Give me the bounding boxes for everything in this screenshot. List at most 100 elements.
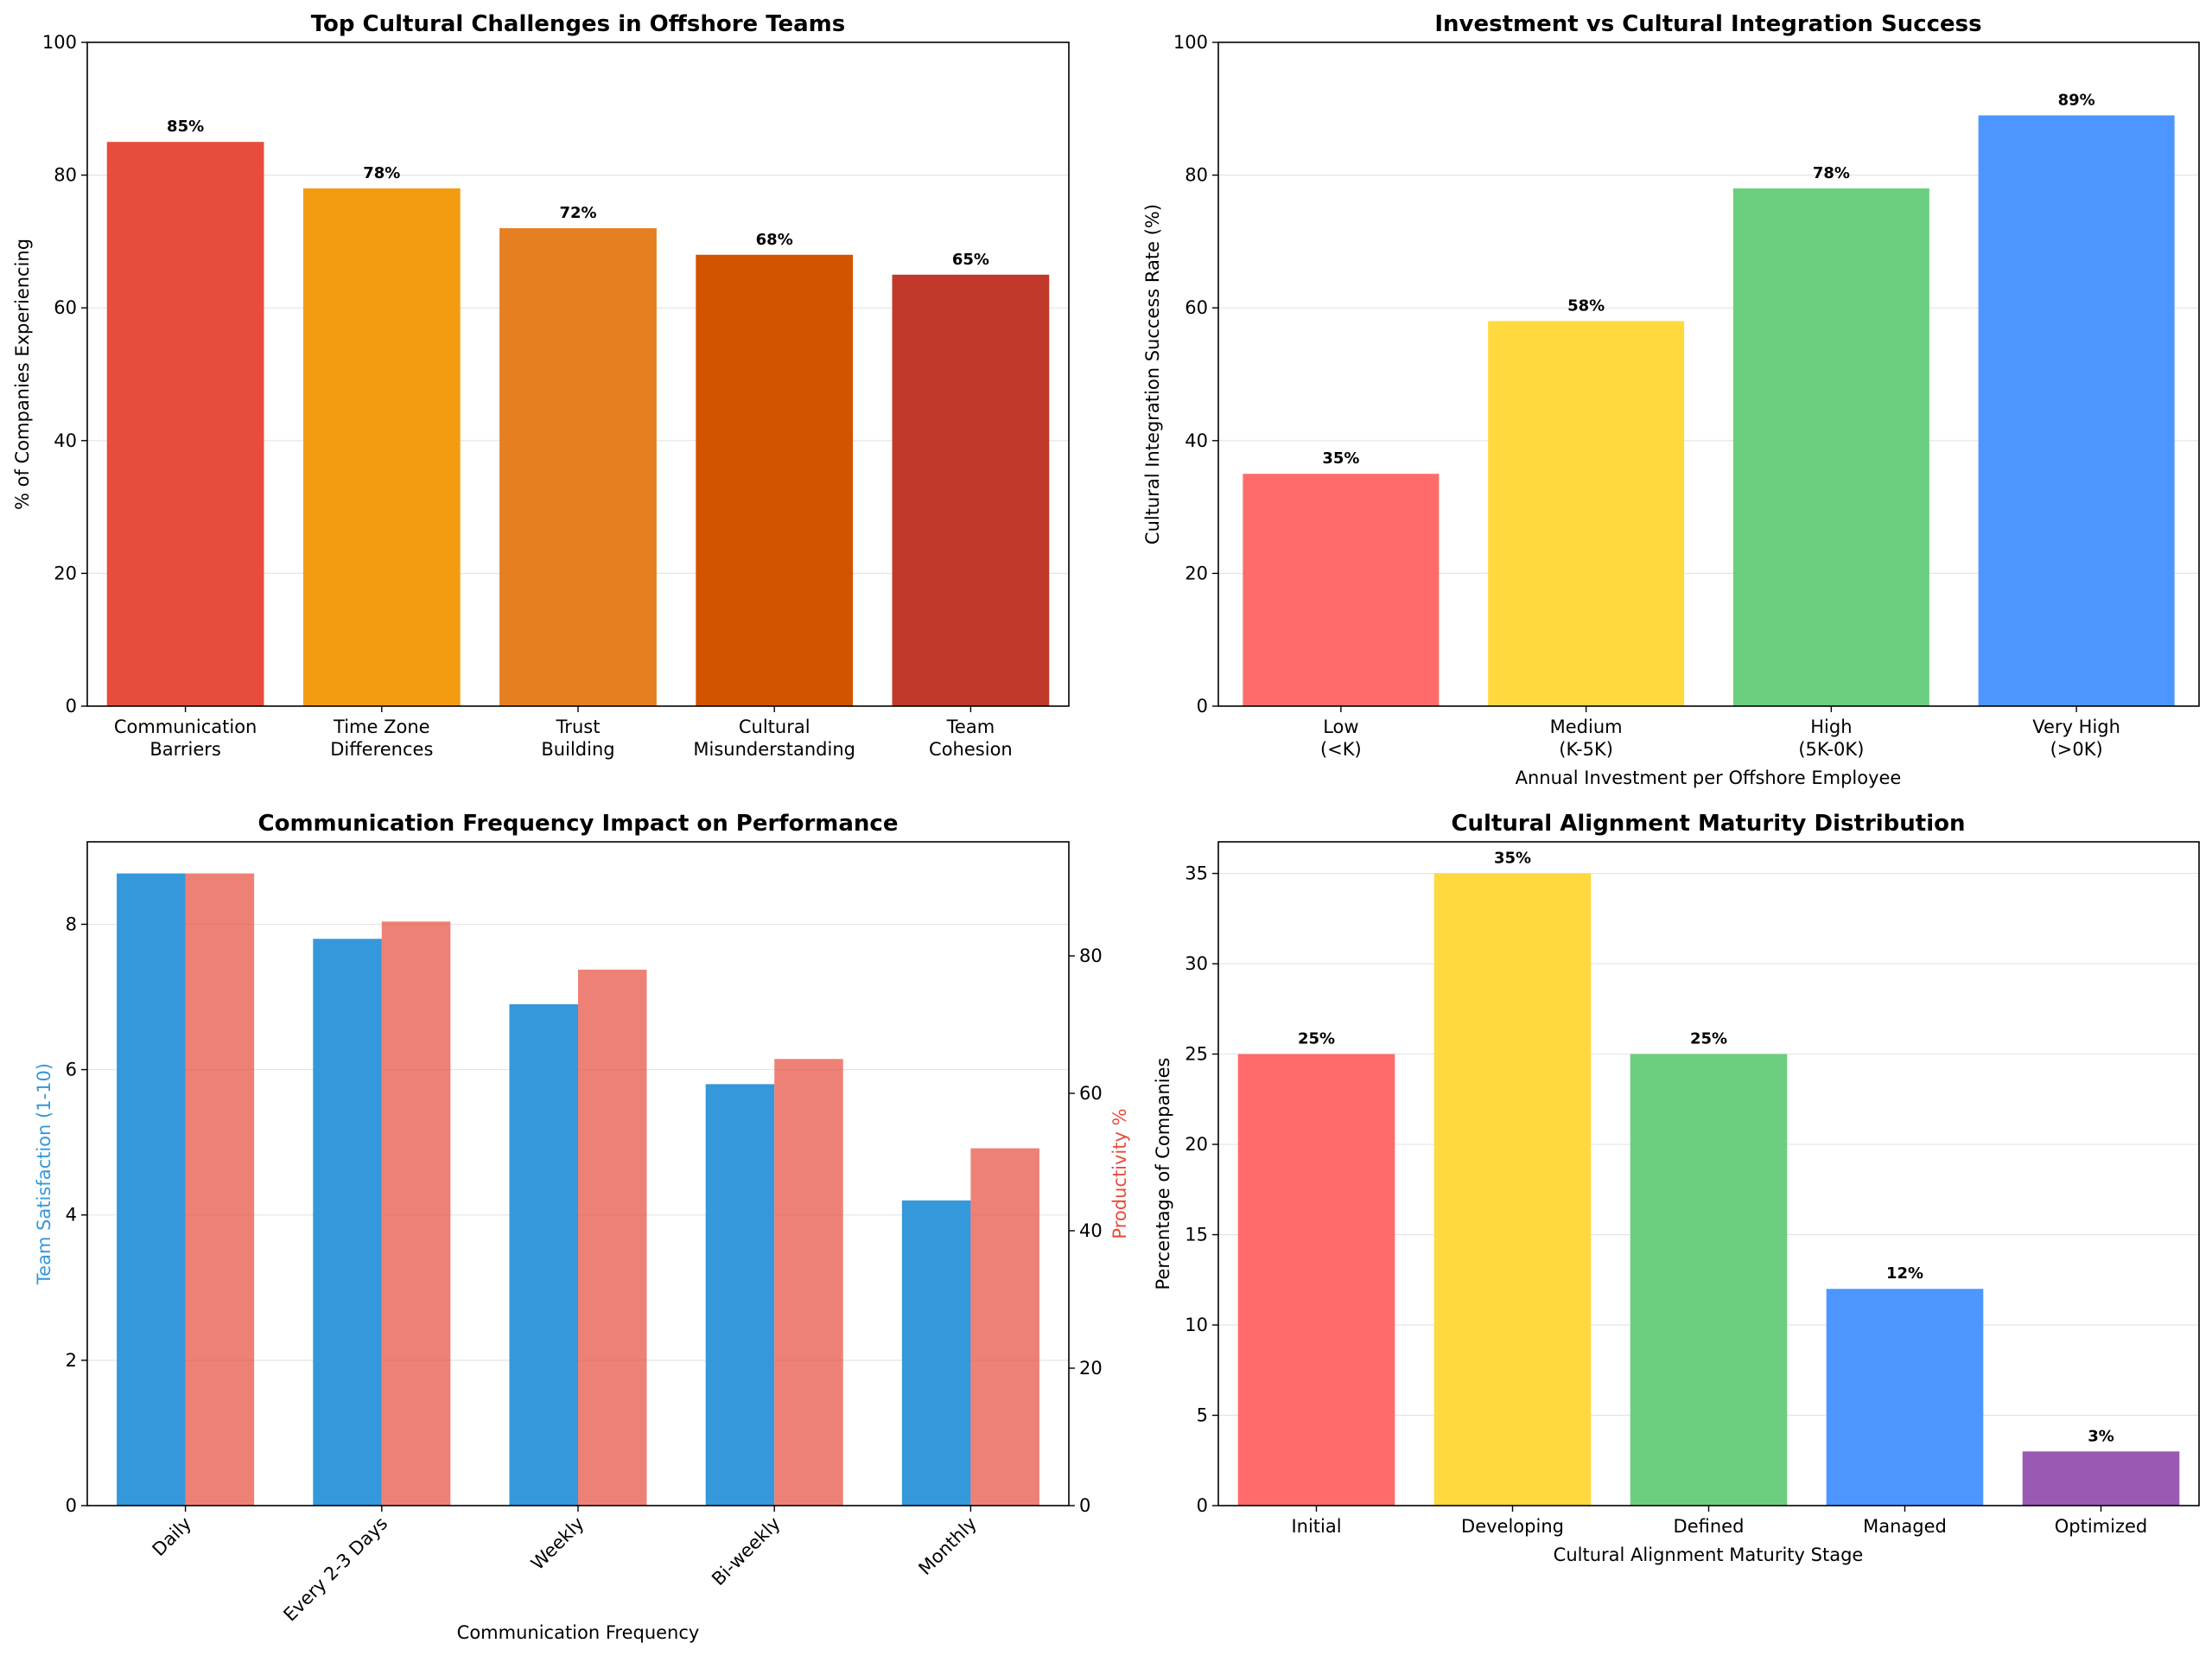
data-label: 35% bbox=[1494, 850, 1531, 868]
plot-frame bbox=[1217, 841, 2200, 1506]
satisfaction-bar bbox=[901, 1200, 971, 1506]
chart-maturity-distribution: Cultural Alignment Maturity Distribution… bbox=[1153, 811, 2200, 1565]
y-tick-label: 0 bbox=[1197, 696, 1208, 717]
bar bbox=[1978, 115, 2175, 707]
chart-title: Top Cultural Challenges in Offshore Team… bbox=[311, 11, 845, 37]
bar bbox=[499, 228, 657, 706]
y-tick-label: 10 bbox=[1185, 1315, 1208, 1335]
data-label: 12% bbox=[1886, 1264, 1923, 1283]
bar bbox=[302, 188, 461, 706]
x-tick-label: Optimized bbox=[2055, 1516, 2148, 1537]
x-tick-label: Very High (>0K) bbox=[2032, 717, 2120, 760]
x-tick-label: Communication Barriers bbox=[114, 717, 257, 760]
y-tick-label: 60 bbox=[54, 297, 77, 318]
bar bbox=[892, 274, 1050, 706]
chart-title: Investment vs Cultural Integration Succe… bbox=[1434, 11, 1981, 37]
y-tick-label: 0 bbox=[66, 696, 77, 717]
data-label: 3% bbox=[2088, 1427, 2114, 1445]
data-label: 65% bbox=[952, 251, 989, 269]
data-label: 89% bbox=[2058, 91, 2095, 109]
bar bbox=[1732, 188, 1929, 706]
x-tick-label: Managed bbox=[1863, 1516, 1947, 1537]
y-tick-label: 60 bbox=[1185, 297, 1208, 318]
y-right-tick-label: 20 bbox=[1079, 1358, 1103, 1379]
y-tick-label: 20 bbox=[1185, 563, 1208, 583]
y-tick-label: 35 bbox=[1185, 863, 1208, 884]
y-axis-label: Cultural Integration Success Rate (%) bbox=[1142, 204, 1163, 545]
y-tick-label: 80 bbox=[1185, 165, 1208, 186]
chart-investment-vs-success: Investment vs Cultural Integration Succe… bbox=[1142, 11, 2200, 788]
y-tick-label: 6 bbox=[66, 1060, 77, 1080]
y-tick-label: 40 bbox=[54, 430, 77, 451]
y-tick-label: 80 bbox=[54, 165, 77, 186]
data-label: 58% bbox=[1567, 297, 1605, 315]
y-tick-label: 0 bbox=[1197, 1495, 1208, 1516]
satisfaction-bar bbox=[705, 1084, 775, 1506]
y-right-tick-label: 60 bbox=[1079, 1083, 1103, 1104]
x-axis-label: Communication Frequency bbox=[457, 1622, 700, 1643]
y-tick-label: 15 bbox=[1185, 1225, 1208, 1245]
x-tick-label: Cultural Misunderstanding bbox=[693, 717, 855, 760]
y-tick-label: 2 bbox=[66, 1350, 77, 1371]
x-tick-label: High (5K-0K) bbox=[1798, 717, 1864, 760]
satisfaction-bar bbox=[313, 939, 382, 1506]
y-tick-label: 25 bbox=[1185, 1044, 1208, 1065]
y-tick-label: 100 bbox=[42, 32, 77, 53]
x-tick-label: Defined bbox=[1674, 1516, 1745, 1537]
left-y-axis-label: Team Satisfaction (1-10) bbox=[34, 1063, 54, 1285]
x-tick-label: Team Cohesion bbox=[929, 717, 1013, 760]
data-label: 78% bbox=[1813, 164, 1850, 182]
chart-title: Cultural Alignment Maturity Distribution bbox=[1451, 811, 1965, 837]
y-axis-label: % of Companies Experiencing bbox=[12, 239, 33, 510]
data-label: 68% bbox=[756, 231, 793, 249]
right-y-axis-label: Productivity % bbox=[1109, 1108, 1130, 1239]
y-right-tick-label: 40 bbox=[1079, 1220, 1103, 1241]
productivity-bar bbox=[970, 1148, 1039, 1506]
chart-top-cultural-challenges: Top Cultural Challenges in Offshore Team… bbox=[12, 11, 1070, 760]
y-tick-label: 5 bbox=[1197, 1405, 1208, 1426]
productivity-bar bbox=[774, 1059, 843, 1506]
x-tick-label: Time Zone Differences bbox=[330, 717, 433, 760]
plot-frame bbox=[86, 41, 1070, 707]
x-tick-label: Medium (K-5K) bbox=[1550, 717, 1623, 760]
y-tick-label: 30 bbox=[1185, 953, 1208, 974]
bar bbox=[1433, 873, 1592, 1506]
data-label: 35% bbox=[1322, 449, 1359, 468]
bar bbox=[1243, 474, 1440, 706]
plot-frame bbox=[86, 841, 1070, 1506]
productivity-bar bbox=[578, 969, 647, 1506]
bar bbox=[1488, 321, 1685, 706]
bar bbox=[106, 142, 264, 706]
y-tick-label: 0 bbox=[66, 1495, 77, 1516]
data-label: 72% bbox=[559, 204, 596, 222]
x-tick-label: Trust Building bbox=[541, 717, 614, 760]
bar bbox=[1237, 1054, 1395, 1506]
bar bbox=[1630, 1054, 1788, 1506]
y-right-tick-label: 0 bbox=[1079, 1495, 1090, 1516]
y-right-tick-label: 80 bbox=[1079, 946, 1103, 966]
bar bbox=[1826, 1289, 1984, 1506]
data-label: 25% bbox=[1298, 1030, 1335, 1048]
y-tick-label: 8 bbox=[66, 914, 77, 934]
satisfaction-bar bbox=[117, 873, 186, 1506]
x-tick-label: Low (<K) bbox=[1320, 717, 1362, 760]
y-tick-label: 100 bbox=[1173, 32, 1208, 53]
y-tick-label: 4 bbox=[66, 1205, 77, 1226]
productivity-bar bbox=[381, 921, 451, 1506]
y-tick-label: 20 bbox=[1185, 1134, 1208, 1155]
x-tick-label: Initial bbox=[1291, 1516, 1341, 1537]
x-axis-label: Cultural Alignment Maturity Stage bbox=[1554, 1545, 1864, 1565]
y-axis-label: Percentage of Companies bbox=[1153, 1058, 1173, 1290]
productivity-bar bbox=[185, 873, 255, 1506]
bar bbox=[2022, 1451, 2180, 1506]
y-tick-label: 40 bbox=[1185, 430, 1208, 451]
x-tick-label: Developing bbox=[1461, 1516, 1564, 1537]
y-tick-label: 20 bbox=[54, 563, 77, 583]
bar bbox=[696, 254, 854, 706]
data-label: 78% bbox=[363, 164, 400, 182]
satisfaction-bar bbox=[509, 1003, 578, 1506]
x-axis-label: Annual Investment per Offshore Employee bbox=[1516, 767, 1902, 788]
chart-title: Communication Frequency Impact on Perfor… bbox=[258, 811, 899, 837]
data-label: 85% bbox=[167, 118, 204, 136]
